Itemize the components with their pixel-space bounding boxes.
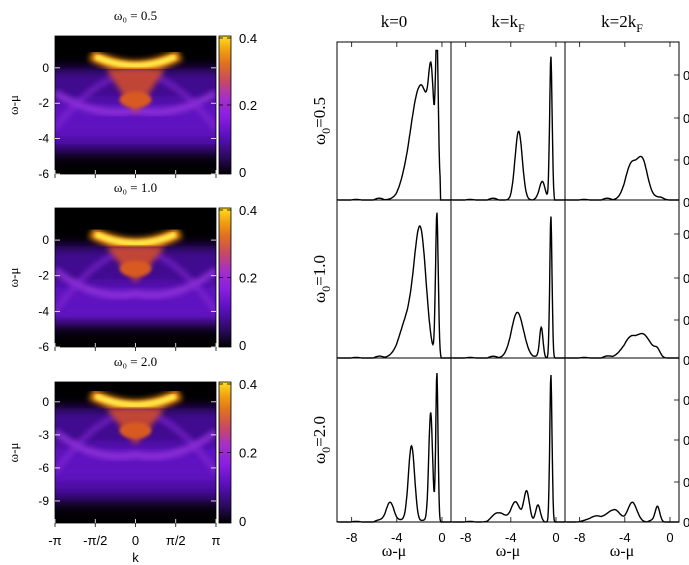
heatmap-y-tick-label: -2 (38, 269, 49, 283)
heatmap-y-tick-label: 0 (42, 233, 49, 247)
heatmap-y-label: ω-μ (6, 268, 21, 288)
heatmap-y-tick-label: -3 (38, 428, 49, 442)
line-x-tick-label: -8 (460, 530, 472, 545)
heatmap-y-label: ω-μ (6, 95, 21, 115)
spectral-curve (336, 372, 451, 523)
heatmap-y-tick-label: -6 (38, 340, 49, 354)
heatmap-y-label: ω-μ (6, 443, 21, 463)
heatmap-x-tick-label: 0 (132, 533, 139, 548)
spectral-line-grid: k=0 k=kF k=2kF ω0=0.5 ω0=1.0 ω0=2.0 0. 0. 0. 0. 0.… (310, 12, 689, 560)
spectral-curve (564, 501, 679, 523)
heatmap-y-tick-label: 0 (42, 61, 49, 75)
spectral-curve (450, 56, 565, 201)
line-x-label: ω-μ (496, 543, 520, 560)
spectral-curve (336, 49, 451, 201)
spectral-curve (450, 216, 565, 359)
heatmap-panel: ω₀ = 0.5 0 -2 -4 -6 ω-μ 0.4 0.2 0 (6, 8, 257, 181)
line-x-tick-label: -4 (505, 530, 517, 545)
row-label: ω0=0.5 (310, 97, 333, 145)
colorbar-tick-label: 0.2 (239, 98, 257, 113)
heatmap-title: ω₀ = 2.0 (114, 354, 157, 369)
heatmap-panel: ω₀ = 2.0 0 -3 -6 -9 -π -π/2 0 π/2 π ω-μ k 0.4 0.2 0 (6, 354, 257, 565)
line-x-tick-label: 0 (666, 530, 673, 545)
heatmap-title: ω₀ = 1.0 (114, 180, 157, 195)
right-tick-label: 0 (683, 195, 689, 210)
right-tick-label: 0. (683, 68, 689, 83)
colorbar-tick-label: 0.4 (239, 377, 257, 392)
spectral-curve (336, 212, 451, 359)
line-x-label: ω-μ (610, 543, 634, 560)
heatmap-panel: ω₀ = 1.0 0 -2 -4 -6 ω-μ 0.4 0.2 0 (6, 180, 257, 354)
row-label: ω0=1.0 (310, 255, 333, 303)
line-x-tick-label: -8 (346, 530, 358, 545)
heatmap-image (55, 36, 216, 174)
heatmap-x-tick-label: π (212, 533, 221, 548)
heatmap-image (55, 382, 216, 523)
heatmap-title: ω₀ = 0.5 (114, 8, 157, 23)
heatmap-image (55, 208, 216, 347)
spectral-curve (450, 374, 565, 523)
colorbar-tick-label: 0.4 (239, 31, 257, 46)
right-tick-label: 0. (683, 111, 689, 126)
colorbar (219, 36, 231, 174)
heatmap-x-tick-label: π/2 (166, 533, 186, 548)
heatmap-x-tick-label: -π/2 (83, 533, 107, 548)
right-tick-label: 0 (683, 353, 689, 368)
spectral-curve (564, 332, 679, 359)
colorbar-tick-label: 0.2 (239, 446, 257, 461)
column-title: k=0 (381, 12, 408, 31)
column-title: k=kF (491, 12, 525, 35)
right-tick-label: 0. (683, 433, 689, 448)
line-x-tick-label: -4 (619, 530, 631, 545)
colorbar-tick-label: 0.4 (239, 203, 257, 218)
colorbar-tick-label: 0 (239, 338, 246, 353)
line-x-tick-label: 0 (438, 530, 445, 545)
heatmap-column: ω₀ = 0.5 0 -2 -4 -6 ω-μ 0.4 0.2 0 ω₀ = 1.0 0 -2 -4 -6… (6, 8, 257, 565)
right-tick-label: 0. (683, 475, 689, 490)
line-x-label: ω-μ (382, 543, 406, 560)
right-tick-label: 0. (683, 393, 689, 408)
heatmap-y-tick-label: 0 (42, 395, 49, 409)
right-tick-label: 0. (683, 271, 689, 286)
heatmap-y-tick-label: -4 (38, 304, 49, 318)
colorbar-tick-label: 0 (239, 165, 246, 180)
colorbar-tick-label: 0 (239, 514, 246, 529)
column-title: k=2kF (601, 12, 643, 35)
right-tick-label: 0. (683, 227, 689, 242)
row-label: ω0=2.0 (310, 416, 333, 464)
right-tick-label: 0. (683, 153, 689, 168)
right-tick-label: 0 (683, 515, 689, 530)
line-x-tick-label: 0 (552, 530, 559, 545)
grid-frame (336, 41, 680, 523)
heatmap-x-tick-label: -π (48, 533, 61, 548)
heatmap-x-label: k (132, 550, 139, 565)
line-x-tick-label: -8 (574, 530, 586, 545)
heatmap-y-tick-label: -2 (38, 96, 49, 110)
line-x-tick-label: -4 (391, 530, 403, 545)
colorbar (219, 382, 231, 523)
heatmap-y-tick-label: -6 (38, 461, 49, 475)
heatmap-y-tick-label: -4 (38, 132, 49, 146)
heatmap-y-tick-label: -9 (38, 494, 49, 508)
colorbar-tick-label: 0.2 (239, 271, 257, 286)
heatmap-y-tick-label: -6 (38, 167, 49, 181)
spectral-curve (564, 155, 679, 201)
colorbar (219, 208, 231, 347)
right-tick-label: 0. (683, 313, 689, 328)
